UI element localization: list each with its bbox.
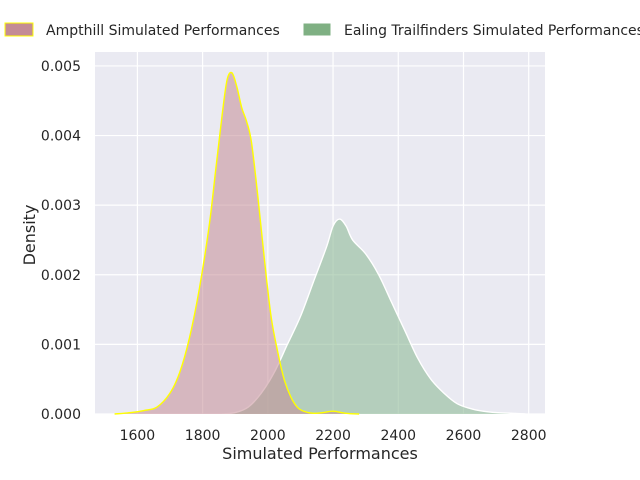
y-tick-label: 0.003 bbox=[41, 198, 81, 214]
y-axis-label: Density bbox=[20, 205, 39, 266]
legend-swatch-ealing bbox=[302, 22, 332, 37]
x-axis-label: Simulated Performances bbox=[222, 444, 418, 463]
y-tick-label: 0.005 bbox=[41, 59, 81, 75]
density-area-ampthill bbox=[114, 72, 360, 414]
x-tick-label: 2600 bbox=[446, 428, 482, 444]
density-line-ampthill bbox=[114, 71, 360, 415]
legend-label-ampthill: Ampthill Simulated Performances bbox=[46, 23, 280, 39]
x-tick-label: 2200 bbox=[315, 428, 351, 444]
y-tick-label: 0.002 bbox=[41, 268, 81, 284]
x-tick-label: 1800 bbox=[185, 428, 221, 444]
x-tick-label: 2400 bbox=[380, 428, 416, 444]
legend-label-ealing: Ealing Trailfinders Simulated Performanc… bbox=[344, 23, 640, 39]
density-areas bbox=[114, 71, 526, 415]
y-tick-label: 0.004 bbox=[41, 129, 81, 145]
density-area-ealing bbox=[222, 219, 526, 414]
x-tick-label: 2000 bbox=[250, 428, 286, 444]
y-tick-label: 0.000 bbox=[41, 407, 81, 423]
x-tick-label: 2800 bbox=[511, 428, 547, 444]
tick-labels: 1600 1800 2000 2200 2400 2600 2800 0.000 0.001 0.… bbox=[41, 59, 547, 444]
legend: Ampthill Simulated Performances Ealing T… bbox=[4, 22, 640, 39]
legend-swatch-ampthill bbox=[4, 22, 34, 37]
y-tick-label: 0.001 bbox=[41, 337, 81, 353]
x-tick-label: 1600 bbox=[120, 428, 156, 444]
